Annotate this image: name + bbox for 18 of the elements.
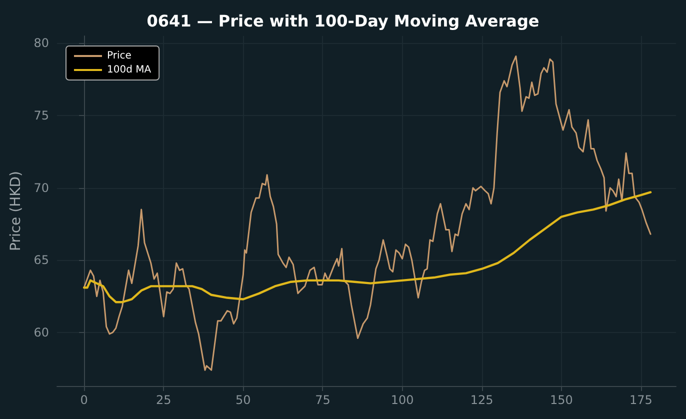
legend-label: 100d MA <box>107 64 152 76</box>
x-tick-label: 50 <box>236 393 251 407</box>
x-tick-label: 150 <box>550 393 573 407</box>
y-tick-label: 70 <box>34 180 49 195</box>
x-tick-label: 100 <box>390 393 414 407</box>
x-tick-label: 25 <box>156 393 172 407</box>
x-tick-label: 0 <box>80 393 88 407</box>
x-tick-label: 75 <box>315 393 330 407</box>
chart-title: 0641 — Price with 100-Day Moving Average <box>146 12 540 30</box>
line-series <box>82 191 652 304</box>
y-tick-label: 75 <box>34 108 49 123</box>
x-tick-label: 125 <box>470 393 494 407</box>
y-tick-label: 60 <box>34 325 49 340</box>
y-tick-label: 80 <box>34 36 49 50</box>
y-axis-title: Price (HKD) <box>8 170 24 252</box>
y-tick-label: 65 <box>34 253 49 268</box>
legend-label: Price <box>107 50 132 62</box>
x-tick-label: 175 <box>630 393 652 407</box>
